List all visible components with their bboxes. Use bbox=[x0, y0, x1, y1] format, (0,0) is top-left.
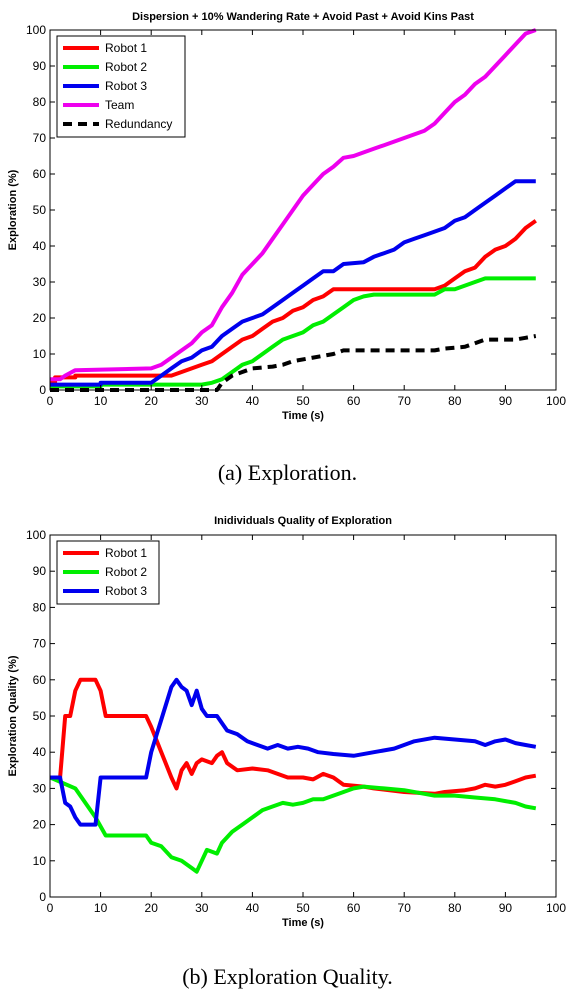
legend-label: Robot 3 bbox=[105, 79, 147, 93]
y-tick-label: 0 bbox=[39, 890, 46, 904]
chart-1: Dispersion + 10% Wandering Rate + Avoid … bbox=[7, 11, 566, 422]
y-tick-label: 60 bbox=[33, 167, 47, 181]
x-tick-label: 90 bbox=[499, 394, 513, 408]
legend-label: Robot 1 bbox=[105, 546, 147, 560]
x-tick-label: 20 bbox=[145, 394, 159, 408]
legend-label: Robot 1 bbox=[105, 41, 147, 55]
y-tick-label: 60 bbox=[33, 673, 47, 687]
y-tick-label: 50 bbox=[33, 203, 47, 217]
x-tick-label: 40 bbox=[246, 394, 260, 408]
y-tick-label: 10 bbox=[33, 854, 47, 868]
x-tick-label: 70 bbox=[398, 394, 412, 408]
x-tick-label: 10 bbox=[94, 394, 108, 408]
x-tick-label: 80 bbox=[448, 901, 462, 915]
x-tick-label: 60 bbox=[347, 901, 361, 915]
x-tick-label: 100 bbox=[546, 901, 566, 915]
x-tick-label: 50 bbox=[296, 394, 310, 408]
series-line-robot-3 bbox=[50, 179, 536, 387]
legend-label: Team bbox=[105, 98, 134, 112]
caption-a: (a) Exploration. bbox=[217, 460, 358, 485]
y-tick-label: 80 bbox=[33, 95, 47, 109]
x-tick-label: 30 bbox=[195, 394, 209, 408]
x-tick-label: 0 bbox=[47, 901, 54, 915]
chart-title: Dispersion + 10% Wandering Rate + Avoid … bbox=[132, 11, 474, 23]
series-line-robot-1 bbox=[50, 677, 537, 796]
y-tick-label: 40 bbox=[33, 239, 47, 253]
y-tick-label: 30 bbox=[33, 275, 47, 289]
x-tick-label: 20 bbox=[145, 901, 159, 915]
y-tick-label: 10 bbox=[33, 347, 47, 361]
series-line-robot-3 bbox=[50, 677, 537, 827]
x-axis-label: Time (s) bbox=[282, 410, 324, 422]
y-axis-label: Exploration Quality (%) bbox=[7, 655, 19, 776]
series-group bbox=[50, 677, 537, 874]
x-tick-label: 100 bbox=[546, 394, 566, 408]
x-axis-label: Time (s) bbox=[282, 917, 324, 929]
x-tick-label: 30 bbox=[195, 901, 209, 915]
x-tick-label: 10 bbox=[94, 901, 108, 915]
series-group bbox=[50, 28, 537, 392]
y-tick-label: 100 bbox=[26, 23, 46, 37]
y-axis-label: Exploration (%) bbox=[7, 169, 19, 250]
y-tick-label: 0 bbox=[39, 383, 46, 397]
legend: Robot 1 Robot 2 Robot 3 bbox=[56, 540, 160, 605]
x-tick-label: 70 bbox=[398, 901, 412, 915]
series-line-team bbox=[50, 28, 537, 382]
y-tick-label: 70 bbox=[33, 637, 47, 651]
x-tick-label: 60 bbox=[347, 394, 361, 408]
legend-label: Robot 3 bbox=[105, 584, 147, 598]
y-tick-label: 20 bbox=[33, 818, 47, 832]
chart-title: Inidividuals Quality of Exploration bbox=[214, 515, 392, 527]
series-line-robot-2 bbox=[50, 775, 537, 874]
series-line-robot-2 bbox=[50, 276, 536, 389]
legend-label: Redundancy bbox=[105, 117, 172, 131]
chart-2: Inidividuals Quality of Exploration 0 10 20… bbox=[7, 515, 566, 929]
x-tick-label: 80 bbox=[448, 394, 462, 408]
x-tick-label: 50 bbox=[296, 901, 310, 915]
legend: Robot 1 Robot 2 Robot 3 Team Redundancy bbox=[56, 35, 186, 138]
caption-b: (b) Exploration Quality. bbox=[182, 964, 393, 989]
y-tick-label: 40 bbox=[33, 745, 47, 759]
x-tick-label: 40 bbox=[246, 901, 260, 915]
y-tick-label: 30 bbox=[33, 781, 47, 795]
y-tick-label: 20 bbox=[33, 311, 47, 325]
x-tick-label: 90 bbox=[499, 901, 513, 915]
y-tick-label: 100 bbox=[26, 528, 46, 542]
series-line-robot-1 bbox=[50, 219, 537, 385]
y-tick-label: 80 bbox=[33, 600, 47, 614]
y-tick-label: 90 bbox=[33, 59, 47, 73]
y-tick-label: 70 bbox=[33, 131, 47, 145]
legend-label: Robot 2 bbox=[105, 60, 147, 74]
x-tick-label: 0 bbox=[47, 394, 54, 408]
y-tick-label: 90 bbox=[33, 564, 47, 578]
legend-label: Robot 2 bbox=[105, 565, 147, 579]
y-tick-label: 50 bbox=[33, 709, 47, 723]
